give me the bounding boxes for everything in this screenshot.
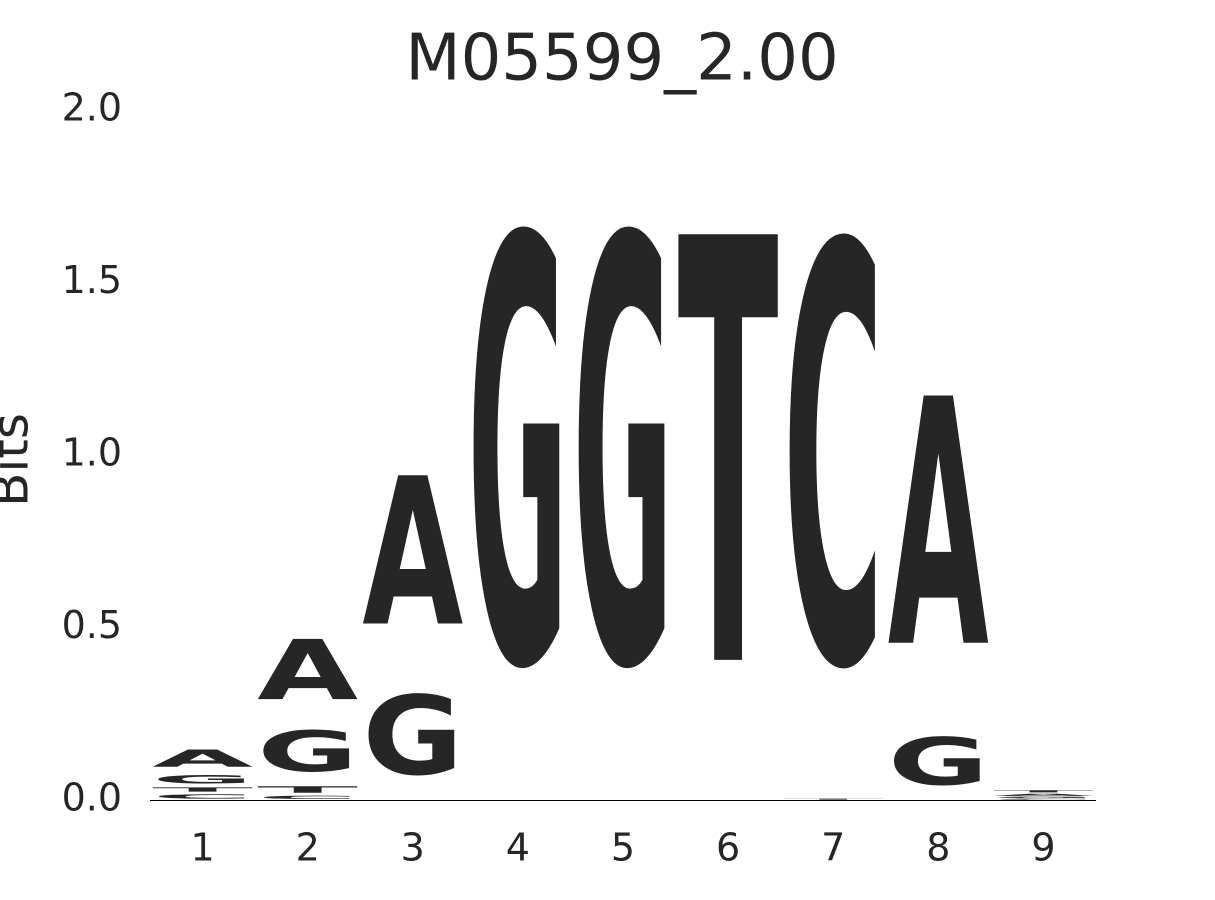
x-tick-label: 8 <box>926 826 950 870</box>
y-tick-label: 2.0 <box>62 86 122 130</box>
x-tick-label: 6 <box>716 826 740 870</box>
x-tick-label: 7 <box>821 826 845 870</box>
logo-letter: G <box>993 797 1094 799</box>
logo-letter: G <box>257 719 358 785</box>
y-tick-label: 0.0 <box>62 776 122 820</box>
logo-letter: G <box>467 119 568 798</box>
logo-letter: G <box>888 725 989 800</box>
x-tick-label: 9 <box>1031 826 1055 870</box>
logo-letter: A <box>993 793 1094 796</box>
logo-letter: C <box>783 127 884 797</box>
logo-letter: T <box>993 790 1094 793</box>
logo-letter: G <box>152 772 253 786</box>
logo-letter: G <box>573 119 674 798</box>
logo-letter: C <box>152 793 253 800</box>
chart-title: M05599_2.00 <box>405 22 838 96</box>
logo-letter: C <box>993 798 1094 800</box>
x-tick-label: 5 <box>611 826 635 870</box>
x-tick-label: 1 <box>190 826 214 870</box>
logo-letter: A <box>257 623 358 719</box>
logo-letter: A <box>888 329 990 724</box>
x-tick-label: 2 <box>296 826 320 870</box>
y-tick-label: 1.5 <box>62 258 122 302</box>
logo-letter: T <box>678 120 780 799</box>
logo-letter: A <box>152 745 254 772</box>
logo-letter: G <box>362 673 463 800</box>
y-axis-label: Bits <box>0 413 40 507</box>
x-tick-label: 4 <box>506 826 530 870</box>
y-tick-label: 1.0 <box>62 431 122 475</box>
logo-letter: A <box>362 435 463 672</box>
y-tick-label: 0.5 <box>62 603 122 647</box>
logo-letter: T <box>257 785 358 795</box>
logo-letter: C <box>257 795 358 800</box>
logo-letter: T <box>152 786 253 793</box>
logo-letter: T <box>783 798 884 800</box>
x-tick-label: 3 <box>401 826 425 870</box>
